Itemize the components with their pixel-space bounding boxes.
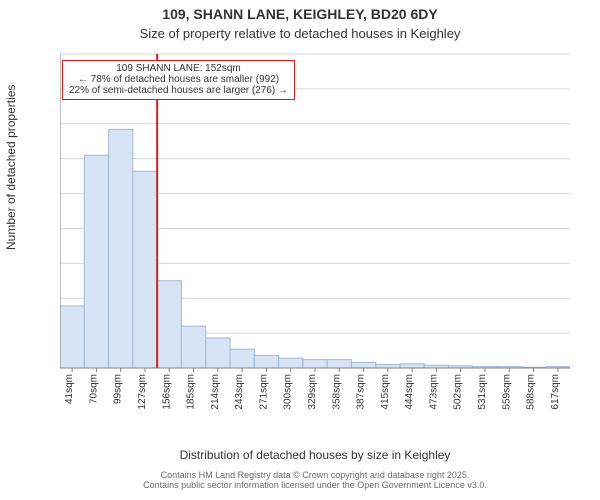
x-tick-label: 41sqm (64, 374, 75, 404)
chart-title: 109, SHANN LANE, KEIGHLEY, BD20 6DY (0, 6, 600, 22)
x-tick-label: 300sqm (283, 374, 294, 410)
marker-line2: ← 78% of detached houses are smaller (99… (69, 74, 288, 85)
x-tick-label: 156sqm (161, 374, 172, 410)
histogram-bar (303, 360, 327, 368)
histogram-bar (206, 338, 230, 368)
histogram-bar (84, 155, 108, 368)
x-tick-label: 70sqm (88, 374, 99, 404)
histogram-bar (376, 365, 400, 368)
x-tick-label: 473sqm (428, 374, 439, 410)
footnote-line2: Contains public sector information licen… (60, 480, 570, 490)
chart-subtitle: Size of property relative to detached ho… (0, 26, 600, 41)
x-tick-label: 387sqm (356, 374, 367, 410)
x-tick-label: 271sqm (258, 374, 269, 410)
x-tick-label: 559sqm (501, 374, 512, 410)
histogram-bar (181, 326, 205, 368)
histogram-bar (279, 358, 303, 368)
plot-area: 05010015020025030035040045041sqm70sqm99s… (60, 48, 570, 418)
histogram-bar (230, 349, 254, 368)
x-tick-label: 358sqm (331, 374, 342, 410)
marker-line1: 109 SHANN LANE: 152sqm (69, 63, 288, 74)
histogram-bar (60, 306, 84, 368)
x-tick-label: 415sqm (380, 374, 391, 410)
x-tick-label: 617sqm (550, 374, 561, 410)
chart-root: 109, SHANN LANE, KEIGHLEY, BD20 6DY Size… (0, 0, 600, 500)
x-tick-label: 99sqm (113, 374, 124, 404)
plot-svg: 05010015020025030035040045041sqm70sqm99s… (60, 48, 570, 418)
x-tick-label: 588sqm (526, 374, 537, 410)
x-tick-label: 502sqm (453, 374, 464, 410)
histogram-bar (254, 355, 278, 368)
histogram-bar (109, 129, 133, 368)
x-tick-label: 444sqm (404, 374, 415, 410)
x-tick-label: 531sqm (477, 374, 488, 410)
marker-line3: 22% of semi-detached houses are larger (… (69, 85, 288, 96)
x-tick-label: 329sqm (307, 374, 318, 410)
histogram-bar (157, 281, 181, 368)
marker-annotation-box: 109 SHANN LANE: 152sqm ← 78% of detached… (62, 60, 295, 100)
x-axis-label: Distribution of detached houses by size … (60, 448, 570, 462)
x-tick-label: 127sqm (137, 374, 148, 410)
footnote-line1: Contains HM Land Registry data © Crown c… (60, 470, 570, 480)
histogram-bar (400, 364, 424, 368)
footnote: Contains HM Land Registry data © Crown c… (60, 470, 570, 491)
histogram-bar (133, 171, 157, 368)
x-tick-label: 214sqm (210, 374, 221, 410)
x-tick-label: 185sqm (186, 374, 197, 410)
histogram-bar (351, 362, 375, 368)
y-axis-label: Number of detached properties (4, 85, 18, 250)
histogram-bar (327, 360, 351, 368)
x-tick-label: 243sqm (234, 374, 245, 410)
